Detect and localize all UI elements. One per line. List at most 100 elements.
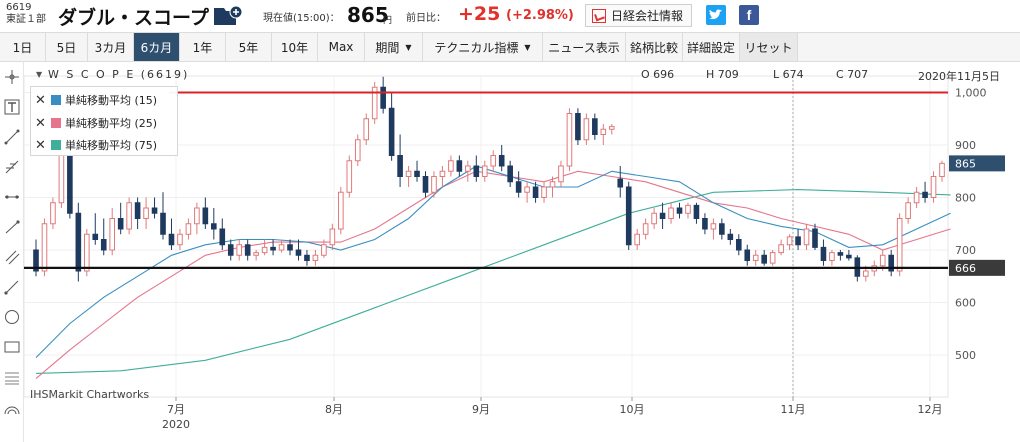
candle-body: [388, 107, 395, 156]
candle-body: [168, 233, 175, 246]
candle-body: [727, 233, 734, 240]
candle-body: [109, 218, 116, 251]
candle-body: [75, 212, 82, 272]
candle-body: [58, 155, 65, 204]
candle-body: [719, 223, 725, 235]
change-label: 前日比：: [406, 13, 446, 24]
fibfan-icon[interactable]: [3, 368, 21, 386]
candle-body: [685, 204, 691, 214]
range-1y-button[interactable]: 1年: [180, 33, 226, 61]
candle-body: [524, 186, 530, 193]
rectangle-icon[interactable]: [3, 338, 21, 356]
candle-body: [795, 236, 801, 246]
candle-body: [456, 160, 463, 172]
range-5y-button[interactable]: 5年: [226, 33, 272, 61]
candle-body: [761, 254, 767, 264]
range-3m-button[interactable]: 3カ月: [88, 33, 134, 61]
price-label: 現在値(15:00)：: [263, 13, 340, 24]
add-portfolio-icon[interactable]: [212, 5, 244, 27]
range-max-label: Max: [328, 40, 354, 54]
plot-frame: [24, 75, 949, 398]
range-1d-label: 1日: [12, 40, 33, 55]
candle-body: [338, 191, 344, 230]
candle-body: [922, 191, 928, 198]
y-tick-label: 500: [955, 349, 976, 362]
x-tick-label: 11月: [781, 403, 806, 416]
candle-body: [117, 218, 124, 230]
candle-body: [321, 244, 327, 256]
ray-icon[interactable]: [3, 278, 21, 296]
line-icon[interactable]: [3, 128, 21, 146]
price-unit: 円: [383, 16, 393, 26]
x-tick-label: 9月: [472, 403, 490, 416]
facebook-icon[interactable]: f: [739, 5, 759, 25]
hline-icon[interactable]: [3, 188, 21, 206]
reset-button[interactable]: リセット: [740, 33, 798, 61]
settings-button[interactable]: 詳細設定: [683, 33, 740, 61]
fib-icon[interactable]: [3, 158, 21, 176]
candle-body: [83, 233, 90, 272]
candle-body: [558, 165, 564, 183]
candle-body: [583, 118, 590, 141]
chevron-down-icon: ▼: [524, 42, 531, 52]
chart-watermark: IHSMarkit Chartworks: [30, 388, 150, 401]
period-dropdown[interactable]: 期間 ▼: [365, 33, 423, 61]
candle-body: [227, 244, 234, 256]
candle-body: [888, 254, 895, 272]
range-1d-button[interactable]: 1日: [0, 33, 46, 61]
ma75-line: [35, 189, 951, 374]
candle-body: [363, 118, 370, 141]
candle-body: [634, 233, 640, 246]
candle-body: [812, 228, 818, 248]
twitter-icon[interactable]: [706, 5, 726, 25]
candle-body: [380, 86, 386, 109]
range-10y-button[interactable]: 10年: [272, 33, 318, 61]
candle-body: [905, 202, 911, 219]
candle-body: [846, 254, 852, 259]
technical-indicator-dropdown[interactable]: テクニカル指標 ▼: [423, 33, 543, 61]
close-icon[interactable]: ✕: [35, 137, 46, 153]
circle-icon[interactable]: [3, 308, 21, 326]
candle-body: [879, 254, 886, 267]
crosshair-icon[interactable]: [3, 68, 21, 86]
compare-button[interactable]: 銘柄比較: [626, 33, 683, 61]
chart-canvas[interactable]: 1,000 900 800 700 600 500 7月 8月 9月 10月 11月 12月 2020 6…: [24, 62, 1020, 442]
trend-icon[interactable]: [3, 218, 21, 236]
range-5d-button[interactable]: 5日: [46, 33, 88, 61]
candle-body: [575, 113, 581, 141]
support-price-tag: [949, 259, 1005, 276]
candle-body: [177, 233, 183, 246]
legend-item-ma75: ✕ 単純移動平均 (75): [35, 135, 157, 155]
stock-code-block: 6619 東証１部: [6, 2, 46, 26]
text-icon[interactable]: [3, 98, 21, 116]
candle-body: [659, 212, 666, 219]
candle-body: [465, 165, 471, 172]
close-icon[interactable]: ✕: [35, 92, 46, 108]
candle-body: [439, 170, 446, 177]
candle-body: [668, 207, 674, 219]
drawing-tools: [0, 62, 24, 442]
candle-body: [202, 207, 209, 225]
channel-icon[interactable]: [3, 248, 21, 266]
close-icon[interactable]: ✕: [35, 115, 46, 131]
candle-body: [270, 246, 276, 251]
candle-body: [913, 191, 920, 204]
news-display-label: ニュース表示: [548, 40, 620, 55]
chevron-down-icon[interactable]: ▼: [36, 70, 43, 79]
arc-icon[interactable]: [3, 398, 21, 416]
x-tick-label: 7月: [167, 403, 185, 416]
candle-body: [329, 228, 336, 246]
company-info-button[interactable]: 日経会社情報: [585, 4, 692, 27]
news-display-button[interactable]: ニュース表示: [543, 33, 626, 61]
range-6m-button[interactable]: 6カ月: [134, 33, 180, 61]
candle-body: [608, 126, 615, 130]
candle-body: [261, 246, 268, 254]
candle-body: [211, 223, 217, 230]
candle-body: [693, 204, 700, 219]
price-chart[interactable]: 1,000 900 800 700 600 500 7月 8月 9月 10月 11月 12月 2020 6…: [24, 62, 1020, 442]
candle-body: [194, 207, 200, 225]
range-max-button[interactable]: Max: [318, 33, 365, 61]
candle-body: [422, 176, 429, 193]
ohlc-close: C 707: [836, 68, 869, 81]
candle-body: [490, 155, 497, 167]
